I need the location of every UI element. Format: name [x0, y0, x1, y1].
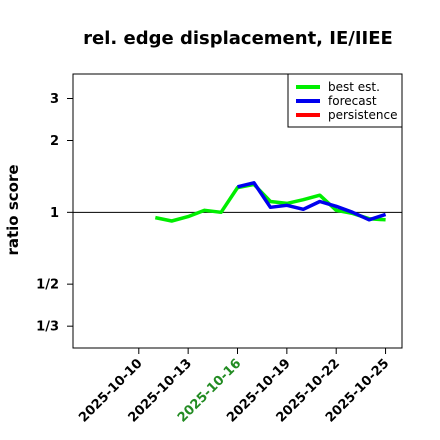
- y-axis-label: ratio score: [4, 164, 22, 255]
- y-tick-label: 3: [50, 92, 59, 107]
- y-tick-label: 2: [50, 134, 59, 149]
- y-tick-label: 1/3: [36, 320, 59, 335]
- legend-label: best est.: [328, 80, 380, 94]
- legend-label: forecast: [328, 94, 377, 108]
- series-line-best-est: [154, 182, 386, 223]
- y-axis: 1/3 1/2 1 2 3: [36, 92, 73, 335]
- series-layer: [154, 181, 387, 223]
- y-tick-label: 1: [50, 206, 59, 221]
- series-line-forecast: [237, 181, 387, 222]
- y-tick-label: 1/2: [36, 278, 59, 293]
- x-axis: 2025-10-102025-10-132025-10-162025-10-19…: [76, 348, 392, 426]
- legend-label: persistence: [328, 108, 397, 122]
- chart-title: rel. edge displacement, IE/IIEE: [83, 28, 393, 49]
